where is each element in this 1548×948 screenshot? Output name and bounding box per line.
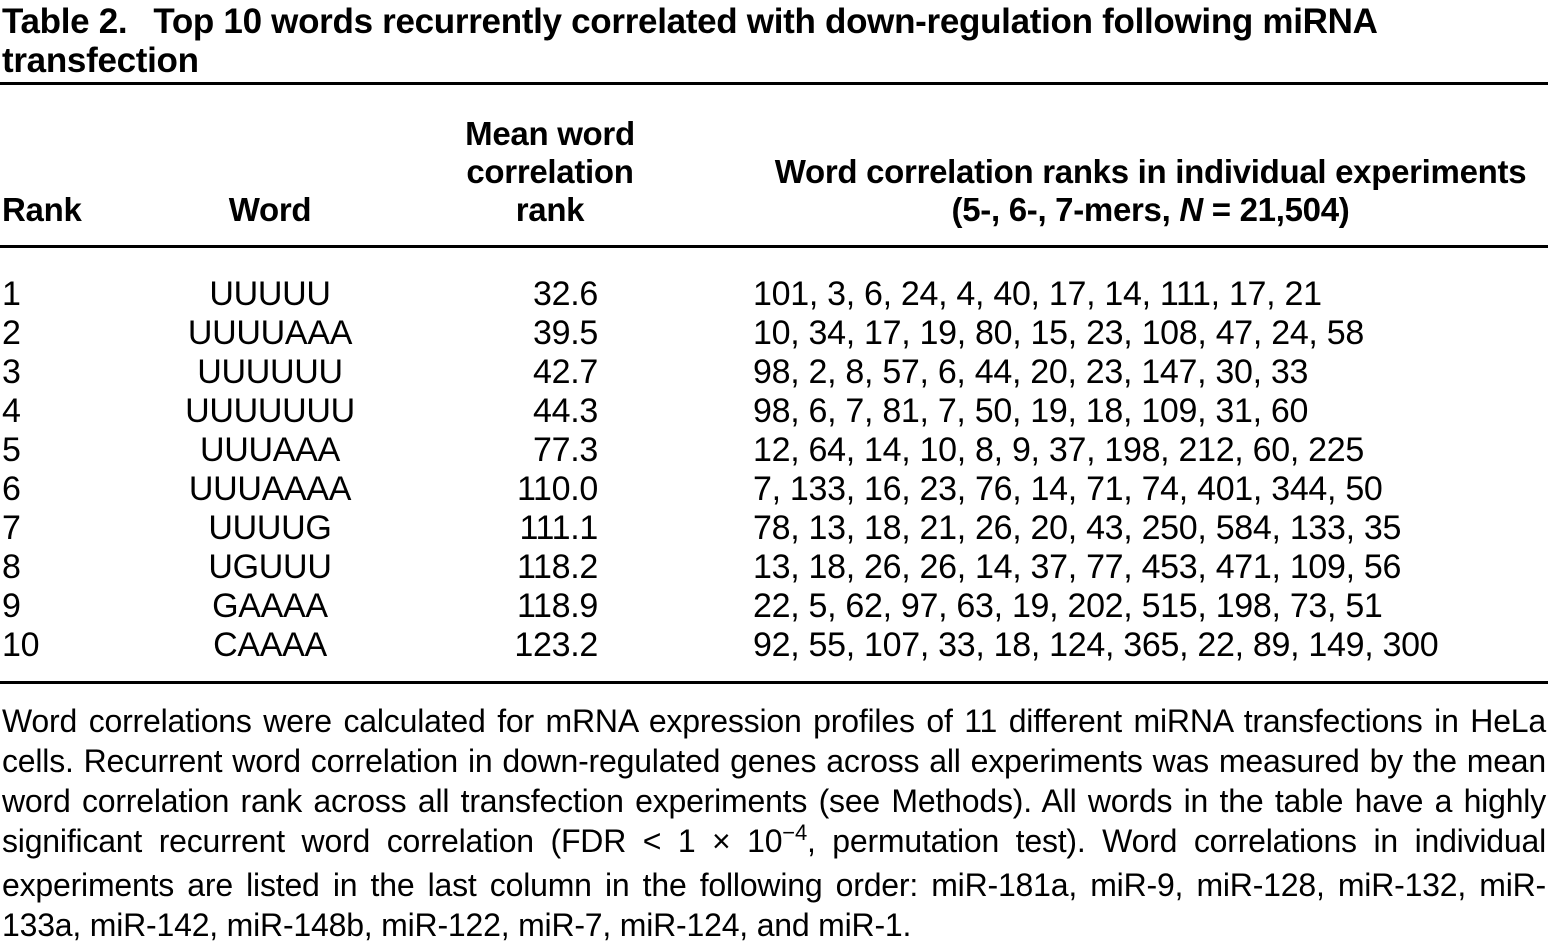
table-row: 1 UUUUU 32.6 101, 3, 6, 24, 4, 40, 17, 1… [0, 246, 1548, 314]
word-cell: UUUUAAA [187, 313, 353, 352]
experiment-ranks-header-line1: Word correlation ranks in individual exp… [774, 152, 1527, 190]
rank-cell: 4 [2, 391, 21, 430]
rank-cell: 8 [2, 547, 21, 586]
top-rule [0, 82, 1548, 85]
experiment-ranks-cell: 98, 6, 7, 81, 7, 50, 19, 18, 109, 31, 60 [753, 391, 1309, 430]
experiment-ranks-cell: 22, 5, 62, 97, 63, 19, 202, 515, 198, 73… [753, 586, 1383, 625]
table-row: 2 UUUUAAA 39.5 10, 34, 17, 19, 80, 15, 2… [0, 314, 1548, 353]
rank-cell: 9 [2, 586, 21, 625]
table-row: 5 UUUAAA 77.3 12, 64, 14, 10, 8, 9, 37, … [0, 431, 1548, 470]
table-row: 7 UUUUG 111.1 78, 13, 18, 21, 26, 20, 43… [0, 509, 1548, 548]
experiment-ranks-cell: 10, 34, 17, 19, 80, 15, 23, 108, 47, 24,… [753, 313, 1364, 352]
experiment-ranks-cell: 12, 64, 14, 10, 8, 9, 37, 198, 212, 60, … [753, 430, 1364, 469]
table-footnote: Word correlations were calculated for mR… [0, 684, 1546, 945]
mean-rank-cell: 42.7 [533, 352, 598, 391]
word-cell: UUUUUU [197, 352, 343, 391]
mers-prefix: (5-, 6-, 7-mers, [951, 190, 1180, 228]
bottom-rule [0, 680, 1548, 684]
n-variable: N [1179, 190, 1203, 228]
mean-rank-cell: 123.2 [514, 625, 598, 664]
word-cell: UUUAAAA [188, 469, 352, 508]
mean-rank-cell: 110.0 [516, 469, 598, 508]
mean-rank-cell: 39.5 [533, 313, 598, 352]
table-row: 4 UUUUUUU 44.3 98, 6, 7, 81, 7, 50, 19, … [0, 392, 1548, 431]
word-cell: UUUUU [209, 274, 331, 313]
table-caption: Top 10 words recurrently correlated with… [2, 2, 1377, 80]
rank-cell: 5 [2, 430, 21, 469]
table-body: 1 UUUUU 32.6 101, 3, 6, 24, 4, 40, 17, 1… [0, 246, 1548, 681]
footnote-text-1: Word correlations were calculated for mR… [2, 702, 1546, 859]
word-cell: UUUAAA [200, 430, 340, 469]
rank-cell: 6 [2, 469, 21, 508]
table-row: 8 UGUUU 118.2 13, 18, 26, 26, 14, 37, 77… [0, 548, 1548, 587]
experiment-ranks-header-line2: (5-, 6-, 7-mers, N = 21,504) [753, 191, 1548, 229]
rank-cell: 3 [2, 352, 21, 391]
rank-cell: 2 [2, 313, 21, 352]
word-cell: GAAAA [212, 586, 328, 625]
experiment-ranks-cell: 92, 55, 107, 33, 18, 124, 365, 22, 89, 1… [753, 625, 1439, 664]
table-row: 9 GAAAA 118.9 22, 5, 62, 97, 63, 19, 202… [0, 587, 1548, 626]
table-title: Table 2. Top 10 words recurrently correla… [0, 0, 1470, 80]
experiment-ranks-cell: 78, 13, 18, 21, 26, 20, 43, 250, 584, 13… [753, 508, 1402, 547]
footnote-exponent: −4 [782, 819, 807, 845]
column-header-mean-rank: Mean word correlation rank [450, 85, 650, 248]
word-cell: UGUUU [208, 547, 332, 586]
table-row: 3 UUUUUU 42.7 98, 2, 8, 57, 6, 44, 20, 2… [0, 353, 1548, 392]
header-row: Rank Word Mean word correlation rank Wor… [0, 85, 1548, 248]
rank-cell: 10 [2, 625, 40, 664]
experiment-ranks-cell: 98, 2, 8, 57, 6, 44, 20, 23, 147, 30, 33 [753, 352, 1309, 391]
column-header-word: Word [90, 85, 450, 248]
mean-rank-cell: 111.1 [519, 508, 598, 547]
word-cell: UUUUUUU [185, 391, 355, 430]
column-header-experiment-ranks: Word correlation ranks in individual exp… [650, 85, 1548, 248]
word-cell: CAAAA [213, 625, 327, 664]
rank-cell: 7 [2, 508, 21, 547]
experiment-ranks-cell: 13, 18, 26, 26, 14, 37, 77, 453, 471, 10… [753, 547, 1402, 586]
rank-cell: 1 [2, 274, 21, 313]
results-table: Rank Word Mean word correlation rank Wor… [0, 85, 1548, 681]
experiment-ranks-cell: 7, 133, 16, 23, 76, 14, 71, 74, 401, 344… [753, 469, 1383, 508]
footnote-text-2: , permutation test). Word correlations i… [2, 822, 1546, 943]
table-header: Rank Word Mean word correlation rank Wor… [0, 85, 1548, 248]
experiment-ranks-cell: 101, 3, 6, 24, 4, 40, 17, 14, 111, 17, 2… [753, 274, 1322, 313]
mean-rank-cell: 118.9 [516, 586, 598, 625]
mean-rank-cell: 77.3 [533, 430, 598, 469]
mean-rank-cell: 118.2 [516, 547, 598, 586]
word-cell: UUUUG [208, 508, 332, 547]
column-header-rank: Rank [0, 85, 90, 248]
mean-rank-cell: 32.6 [533, 274, 598, 313]
table-row: 10 CAAAA 123.2 92, 55, 107, 33, 18, 124,… [0, 626, 1548, 681]
n-value: = 21,504) [1202, 190, 1350, 228]
table-number-label: Table 2. [2, 2, 128, 41]
table-row: 6 UUUAAAA 110.0 7, 133, 16, 23, 76, 14, … [0, 470, 1548, 509]
mean-rank-cell: 44.3 [533, 391, 598, 430]
